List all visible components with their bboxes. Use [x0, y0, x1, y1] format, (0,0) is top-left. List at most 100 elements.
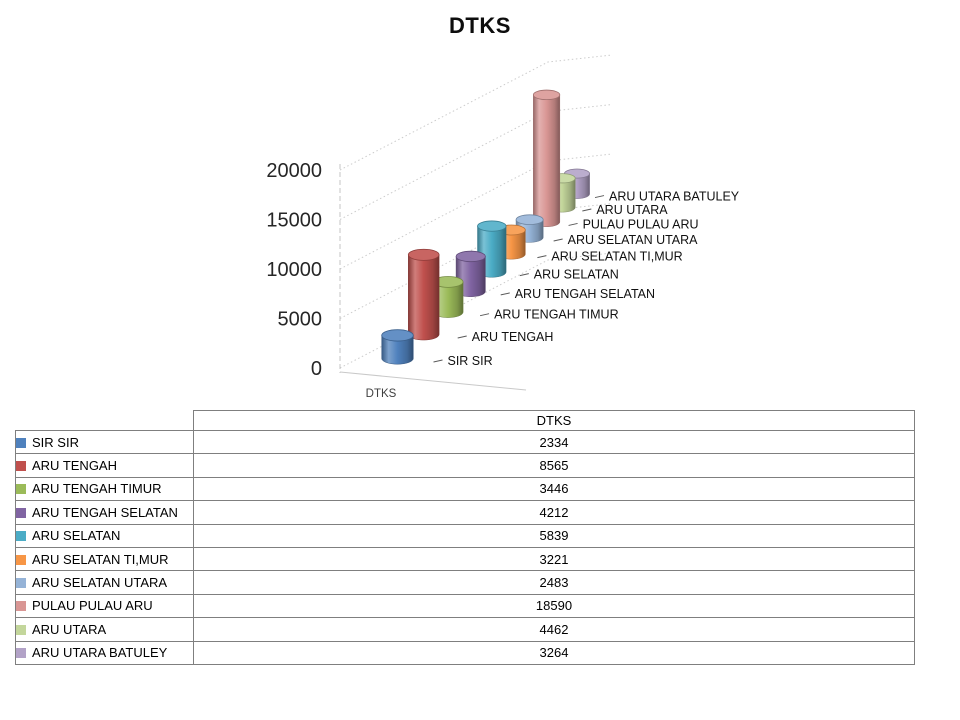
cylinder-pulau-pulau-aru: [532, 89, 561, 227]
series-axis-label: DTKS: [366, 388, 397, 400]
category-cell-label: ARU UTARA: [32, 621, 107, 637]
category-cell-label: ARU SELATAN TI,MUR: [32, 551, 169, 567]
category-cell-label: ARU UTARA BATULEY: [32, 645, 168, 661]
legend-key-swatch: [16, 461, 26, 472]
chart-title: DTKS: [449, 13, 511, 38]
category-tick: [519, 273, 529, 277]
value-cell: 5839: [193, 523, 915, 548]
cylinder-body: [408, 254, 440, 341]
legend-key-swatch: [16, 578, 26, 589]
legend-key-swatch: [16, 437, 26, 448]
value-cell: 2334: [193, 429, 915, 455]
data-table: DTKS SIR SIR 2334 ARU TENGAH 8565 ARU TENGAH…: [15, 410, 915, 665]
category-label: ARU SELATAN UTARA: [568, 233, 699, 247]
category-tick: [537, 255, 547, 259]
category-cell-label: ARU SELATAN UTARA: [32, 575, 168, 591]
value-cell: 2483: [193, 570, 915, 595]
category-cell: ARU SELATAN UTARA: [15, 570, 194, 595]
legend-key-swatch: [16, 484, 26, 495]
category-label: ARU TENGAH SELATAN: [515, 287, 655, 301]
cylinder-aru-tengah-timur: [432, 276, 464, 318]
table-value-header: DTKS: [193, 410, 915, 431]
y-axis-tick-label: 0: [311, 358, 322, 380]
category-label: ARU SELATAN: [534, 268, 619, 282]
category-cell: ARU TENGAH SELATAN: [15, 500, 194, 525]
y-axis-tick-label: 5000: [278, 309, 323, 331]
table-row: ARU UTARA BATULEY 3264: [15, 640, 915, 665]
category-tick: [457, 335, 467, 339]
category-tick: [582, 208, 592, 212]
cylinder-top: [532, 89, 561, 101]
value-cell: 4462: [193, 617, 915, 642]
category-label: ARU UTARA BATULEY: [609, 190, 740, 204]
category-cell: ARU UTARA: [15, 617, 194, 642]
value-cell: 4212: [193, 500, 915, 525]
table-row: ARU TENGAH SELATAN 4212: [15, 500, 915, 525]
table-row: ARU TENGAH TIMUR 3446: [15, 476, 915, 502]
category-label: ARU TENGAH TIMUR: [494, 308, 619, 322]
cylinder-top: [407, 248, 440, 261]
category-labels: SIR SIR ARU TENGAH ARU TENGAH TIMUR ARU TEN…: [433, 190, 740, 368]
cylinder-top: [515, 214, 544, 225]
category-cell: ARU TENGAH: [15, 453, 194, 478]
value-cell: 3446: [193, 476, 915, 502]
category-label: SIR SIR: [448, 354, 493, 368]
legend-key-swatch: [16, 554, 26, 565]
cylinder-sir-sir: [381, 329, 414, 365]
table-row: ARU TENGAH 8565: [15, 453, 915, 478]
category-tick: [500, 292, 510, 296]
cylinder-aru-tengah-selatan: [455, 250, 486, 297]
category-cell-label: PULAU PULAU ARU: [32, 598, 153, 614]
category-cell-label: ARU SELATAN: [32, 528, 121, 544]
category-cell: PULAU PULAU ARU: [15, 593, 194, 619]
gridline: [339, 54, 613, 171]
table-corner-cell: [16, 411, 194, 431]
category-label: ARU UTARA: [596, 203, 668, 217]
cylinder-top: [477, 220, 507, 232]
category-cell-label: ARU TENGAH TIMUR: [32, 481, 162, 497]
category-tick: [568, 222, 578, 226]
category-label: ARU TENGAH: [472, 330, 554, 344]
category-cell: ARU UTARA BATULEY: [15, 640, 194, 665]
cylinder-body: [381, 335, 414, 365]
cylinder-body: [533, 94, 561, 227]
table-row: ARU SELATAN UTARA 2483: [15, 570, 915, 595]
table-row: PULAU PULAU ARU 18590: [15, 593, 915, 619]
table-row: ARU SELATAN 5839: [15, 523, 915, 548]
chart-canvas-3d-cylinder: 0 5000 10000 15000 20000 DTKS SIR SIR ARU TENGA…: [266, 54, 740, 400]
table-row: SIR SIR 2334: [15, 429, 915, 455]
legend-key-swatch: [16, 531, 26, 542]
category-cell: SIR SIR: [15, 429, 194, 455]
table-row: ARU SELATAN TI,MUR 3221: [15, 546, 915, 572]
table-header-row: DTKS: [16, 410, 915, 431]
floor-front-edge: [339, 371, 527, 391]
category-cell: ARU SELATAN: [15, 523, 194, 548]
legend-key-swatch: [16, 507, 26, 518]
cylinder-top: [455, 250, 486, 263]
cylinder-top: [381, 329, 414, 342]
value-cell: 3221: [193, 546, 915, 572]
category-tick: [553, 238, 563, 242]
category-cell: ARU TENGAH TIMUR: [15, 476, 194, 502]
value-cell: 3264: [193, 640, 915, 665]
table-row: ARU UTARA 4462: [15, 617, 915, 642]
cylinder-aru-tengah: [407, 248, 440, 341]
y-axis-tick-label: 15000: [266, 210, 322, 232]
category-cell-label: ARU TENGAH SELATAN: [32, 504, 178, 520]
legend-key-swatch: [16, 648, 26, 659]
category-cell: ARU SELATAN TI,MUR: [15, 546, 194, 572]
y-axis-tick-label: 10000: [266, 259, 322, 281]
y-axis-tick-label: 20000: [266, 160, 322, 182]
category-tick: [479, 313, 490, 317]
category-label: PULAU PULAU ARU: [583, 217, 699, 231]
value-cell: 18590: [193, 593, 915, 619]
category-cell-label: SIR SIR: [32, 434, 79, 450]
category-label: ARU SELATAN TI,MUR: [551, 250, 682, 264]
category-tick: [594, 195, 605, 199]
category-cell-label: ARU TENGAH: [32, 458, 117, 474]
legend-key-swatch: [16, 601, 26, 612]
category-tick: [433, 359, 443, 363]
legend-key-swatch: [16, 624, 26, 635]
value-cell: 8565: [193, 453, 915, 478]
